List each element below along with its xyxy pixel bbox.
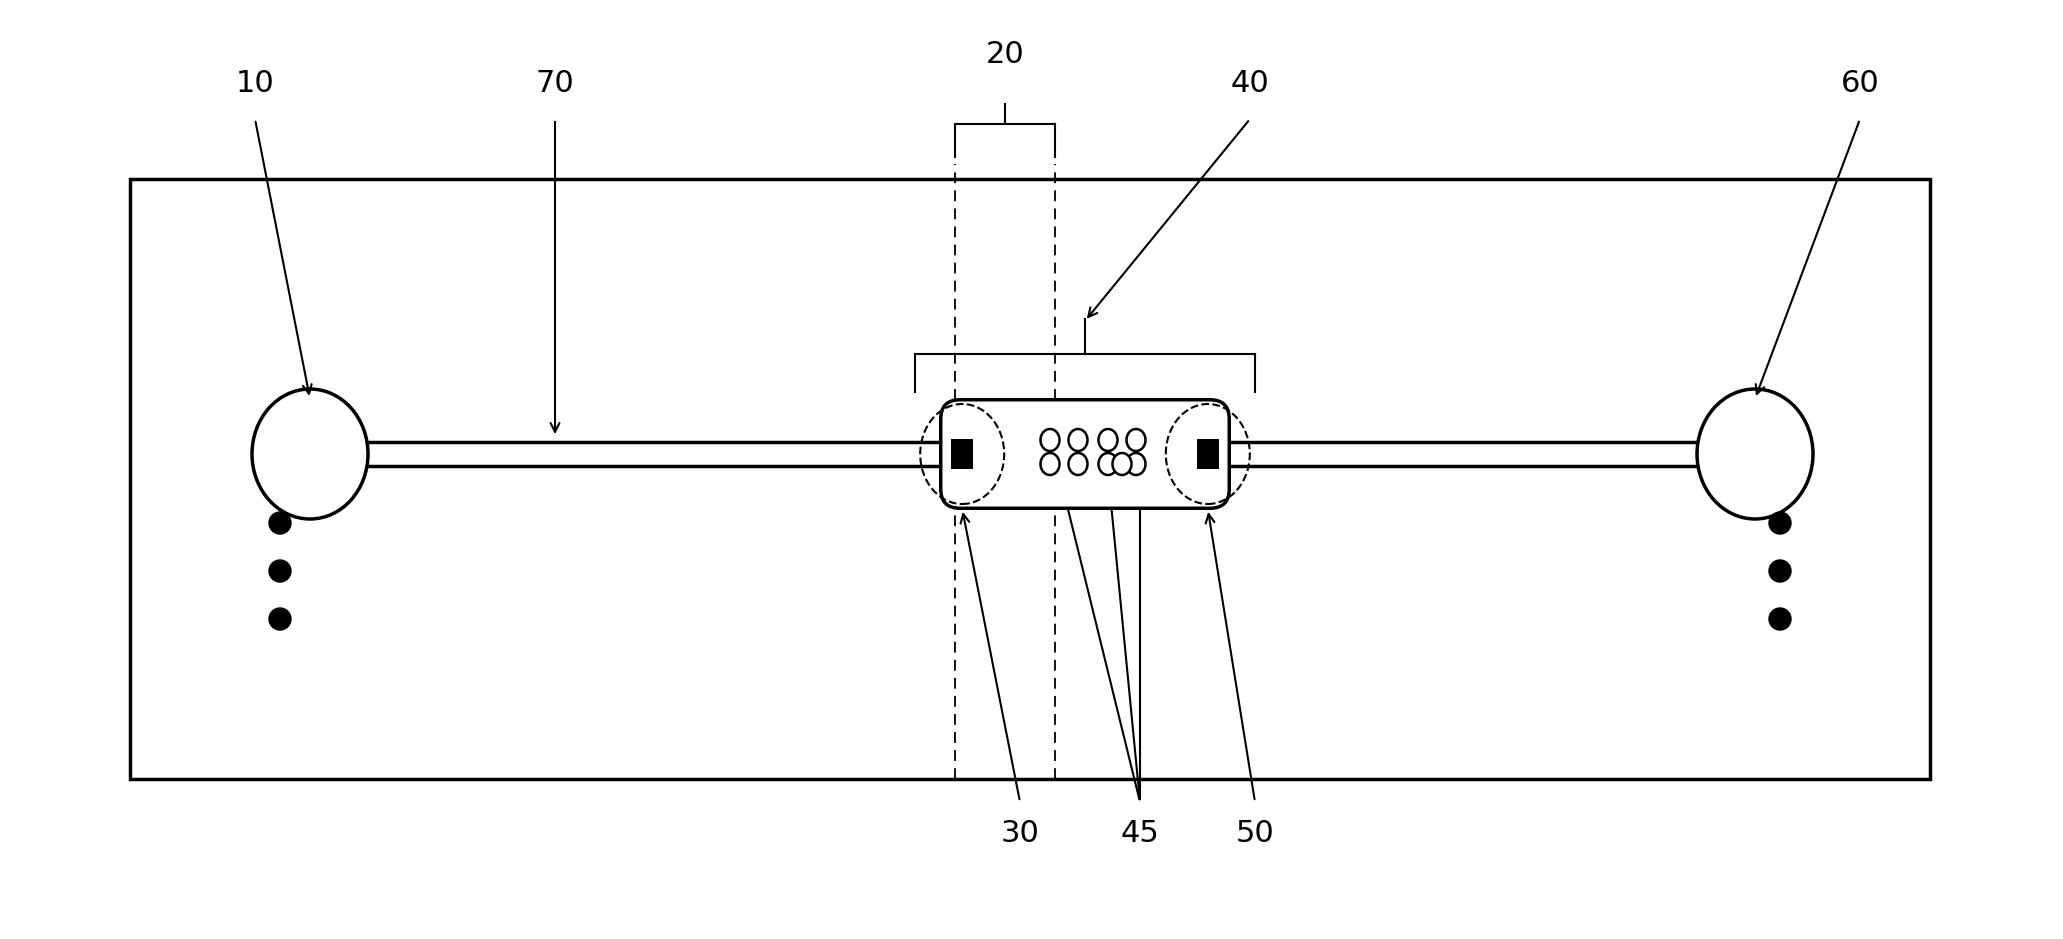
Circle shape xyxy=(1768,608,1791,630)
Bar xyxy=(951,439,974,469)
FancyBboxPatch shape xyxy=(941,400,1230,508)
Text: 45: 45 xyxy=(1120,820,1159,849)
Ellipse shape xyxy=(1112,453,1131,475)
Text: 70: 70 xyxy=(536,69,574,99)
Ellipse shape xyxy=(1098,453,1118,475)
Text: 60: 60 xyxy=(1840,69,1879,99)
Ellipse shape xyxy=(1069,453,1087,475)
Circle shape xyxy=(1768,560,1791,582)
Circle shape xyxy=(268,560,291,582)
Bar xyxy=(1197,439,1219,469)
Text: 40: 40 xyxy=(1232,69,1269,99)
Text: 50: 50 xyxy=(1236,820,1275,849)
Ellipse shape xyxy=(252,389,367,519)
Bar xyxy=(130,179,1931,779)
Ellipse shape xyxy=(1040,453,1060,475)
Ellipse shape xyxy=(1098,429,1118,451)
Ellipse shape xyxy=(1698,389,1813,519)
Ellipse shape xyxy=(1069,429,1087,451)
Text: 30: 30 xyxy=(1001,820,1040,849)
Circle shape xyxy=(1768,512,1791,534)
Ellipse shape xyxy=(1126,453,1145,475)
Circle shape xyxy=(268,608,291,630)
Ellipse shape xyxy=(1040,429,1060,451)
Text: 10: 10 xyxy=(235,69,274,99)
Ellipse shape xyxy=(1126,429,1145,451)
Circle shape xyxy=(268,512,291,534)
Text: 20: 20 xyxy=(986,39,1025,69)
